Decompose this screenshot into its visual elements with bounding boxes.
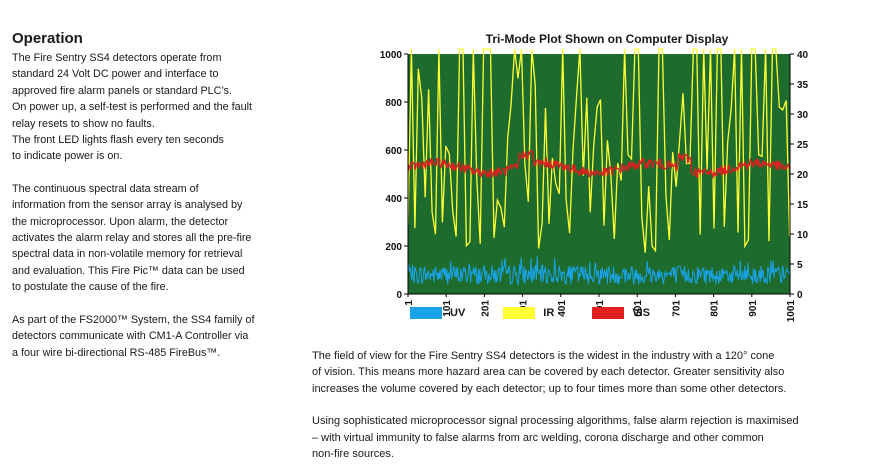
legend-item-uv: UV — [410, 307, 465, 319]
y-left-tick-label: 0 — [396, 290, 402, 301]
y-right-tick-label: 0 — [797, 290, 803, 301]
text-line: The Fire Sentry SS4 detectors operate fr… — [12, 52, 222, 64]
x-tick-label: 401 — [557, 300, 568, 317]
x-tick-label: 601 — [633, 300, 644, 317]
x-tick-label: 201 — [480, 300, 491, 317]
paragraph-power: The Fire Sentry SS4 detectors operate fr… — [12, 50, 300, 165]
text-line: On power up, a self-test is performed an… — [12, 101, 253, 114]
y-right-tick-label: 15 — [797, 200, 809, 211]
text-line: increases the volume covered by each det… — [312, 382, 787, 395]
legend-label-uv: UV — [450, 307, 466, 319]
text-line: detectors communicate with CM1-A Control… — [12, 330, 249, 343]
text-line: Using sophisticated microprocessor signa… — [312, 415, 799, 428]
text-line: The field of view for the Fire Sentry SS… — [312, 350, 775, 362]
legend-label-vis: VIS — [632, 307, 651, 319]
text-line: the microprocessor. Upon alarm, the dete… — [12, 215, 229, 228]
y-right-tick-label: 25 — [797, 140, 809, 151]
text-line: to postulate the cause of the fire. — [12, 281, 169, 294]
text-line: of vision. This means more hazard area c… — [312, 366, 785, 379]
tri-mode-chart: Tri-Mode Plot Shown on Computer Display … — [372, 28, 812, 328]
legend-label-ir: IR — [543, 307, 555, 319]
field-of-view-section: The field of view for the Fire Sentry SS… — [312, 348, 888, 462]
text-line: spectral data in non-volatile memory for… — [12, 248, 243, 261]
text-line: – with virtual immunity to false alarms … — [312, 431, 764, 444]
legend-item-ir: IR — [503, 307, 554, 319]
series-ir-line — [407, 48, 791, 253]
section-heading: Operation — [12, 30, 83, 47]
text-line: The continuous spectral data stream of — [12, 182, 199, 195]
paragraph-field-of-view: The field of view for the Fire Sentry SS… — [312, 348, 888, 397]
paragraph-spectral: The continuous spectral data stream of i… — [12, 181, 300, 296]
series-vis-line — [407, 149, 791, 180]
text-line: and evaluation. This Fire Pic™ data can … — [12, 264, 245, 277]
y-right-tick-label: 40 — [797, 50, 809, 61]
y-left-tick-label: 1000 — [380, 50, 403, 61]
y-left-tick-label: 200 — [385, 242, 402, 253]
paragraph-system: As part of the FS2000™ System, the SS4 f… — [12, 312, 300, 361]
y-left-tick-label: 800 — [385, 98, 402, 109]
y-right-tick-label: 20 — [797, 170, 809, 181]
legend-swatch-uv — [410, 307, 442, 319]
text-line: standard 24 Volt DC power and interface … — [12, 68, 219, 81]
operation-section: Operation The Fire Sentry SS4 detectors … — [12, 30, 300, 361]
y-right-tick-label: 35 — [797, 80, 809, 91]
x-tick-label: 801 — [710, 300, 721, 317]
paragraph-false-alarm: Using sophisticated microprocessor signa… — [312, 413, 888, 462]
y-left-tick-label: 600 — [385, 146, 402, 157]
x-tick-label: 1001 — [786, 300, 797, 323]
text-line: approved fire alarm panels or standard P… — [12, 84, 233, 97]
y-right-tick-label: 10 — [797, 230, 809, 241]
y-right-tick-label: 30 — [797, 110, 809, 121]
legend-item-vis: VIS — [592, 307, 650, 319]
chart-title: Tri-Mode Plot Shown on Computer Display — [485, 32, 729, 46]
text-line: information from the sensor array is ana… — [12, 199, 243, 212]
text-line: to indicate power is on. — [12, 150, 123, 163]
text-line: a four wire bi-directional RS-485 FireBu… — [12, 346, 221, 359]
x-tick-label: 901 — [748, 300, 759, 317]
x-tick-label: 1 — [404, 300, 415, 306]
series-uv-line — [407, 255, 791, 287]
text-line: As part of the FS2000™ System, the SS4 f… — [12, 313, 255, 326]
x-tick-label: 701 — [671, 300, 682, 317]
x-tick-label: 101 — [442, 300, 453, 317]
chart-legend: UV IR VIS — [410, 307, 688, 319]
text-line: relay resets to show no faults. — [12, 117, 155, 130]
text-line: activates the alarm relay and stores all… — [12, 232, 252, 245]
y-right-tick-label: 5 — [797, 260, 803, 271]
legend-swatch-ir — [503, 307, 536, 319]
text-line: non-fire sources. — [312, 448, 394, 461]
text-line: The front LED lights flash every ten sec… — [12, 134, 224, 147]
y-left-tick-label: 400 — [385, 194, 402, 205]
legend-swatch-vis — [592, 307, 625, 319]
